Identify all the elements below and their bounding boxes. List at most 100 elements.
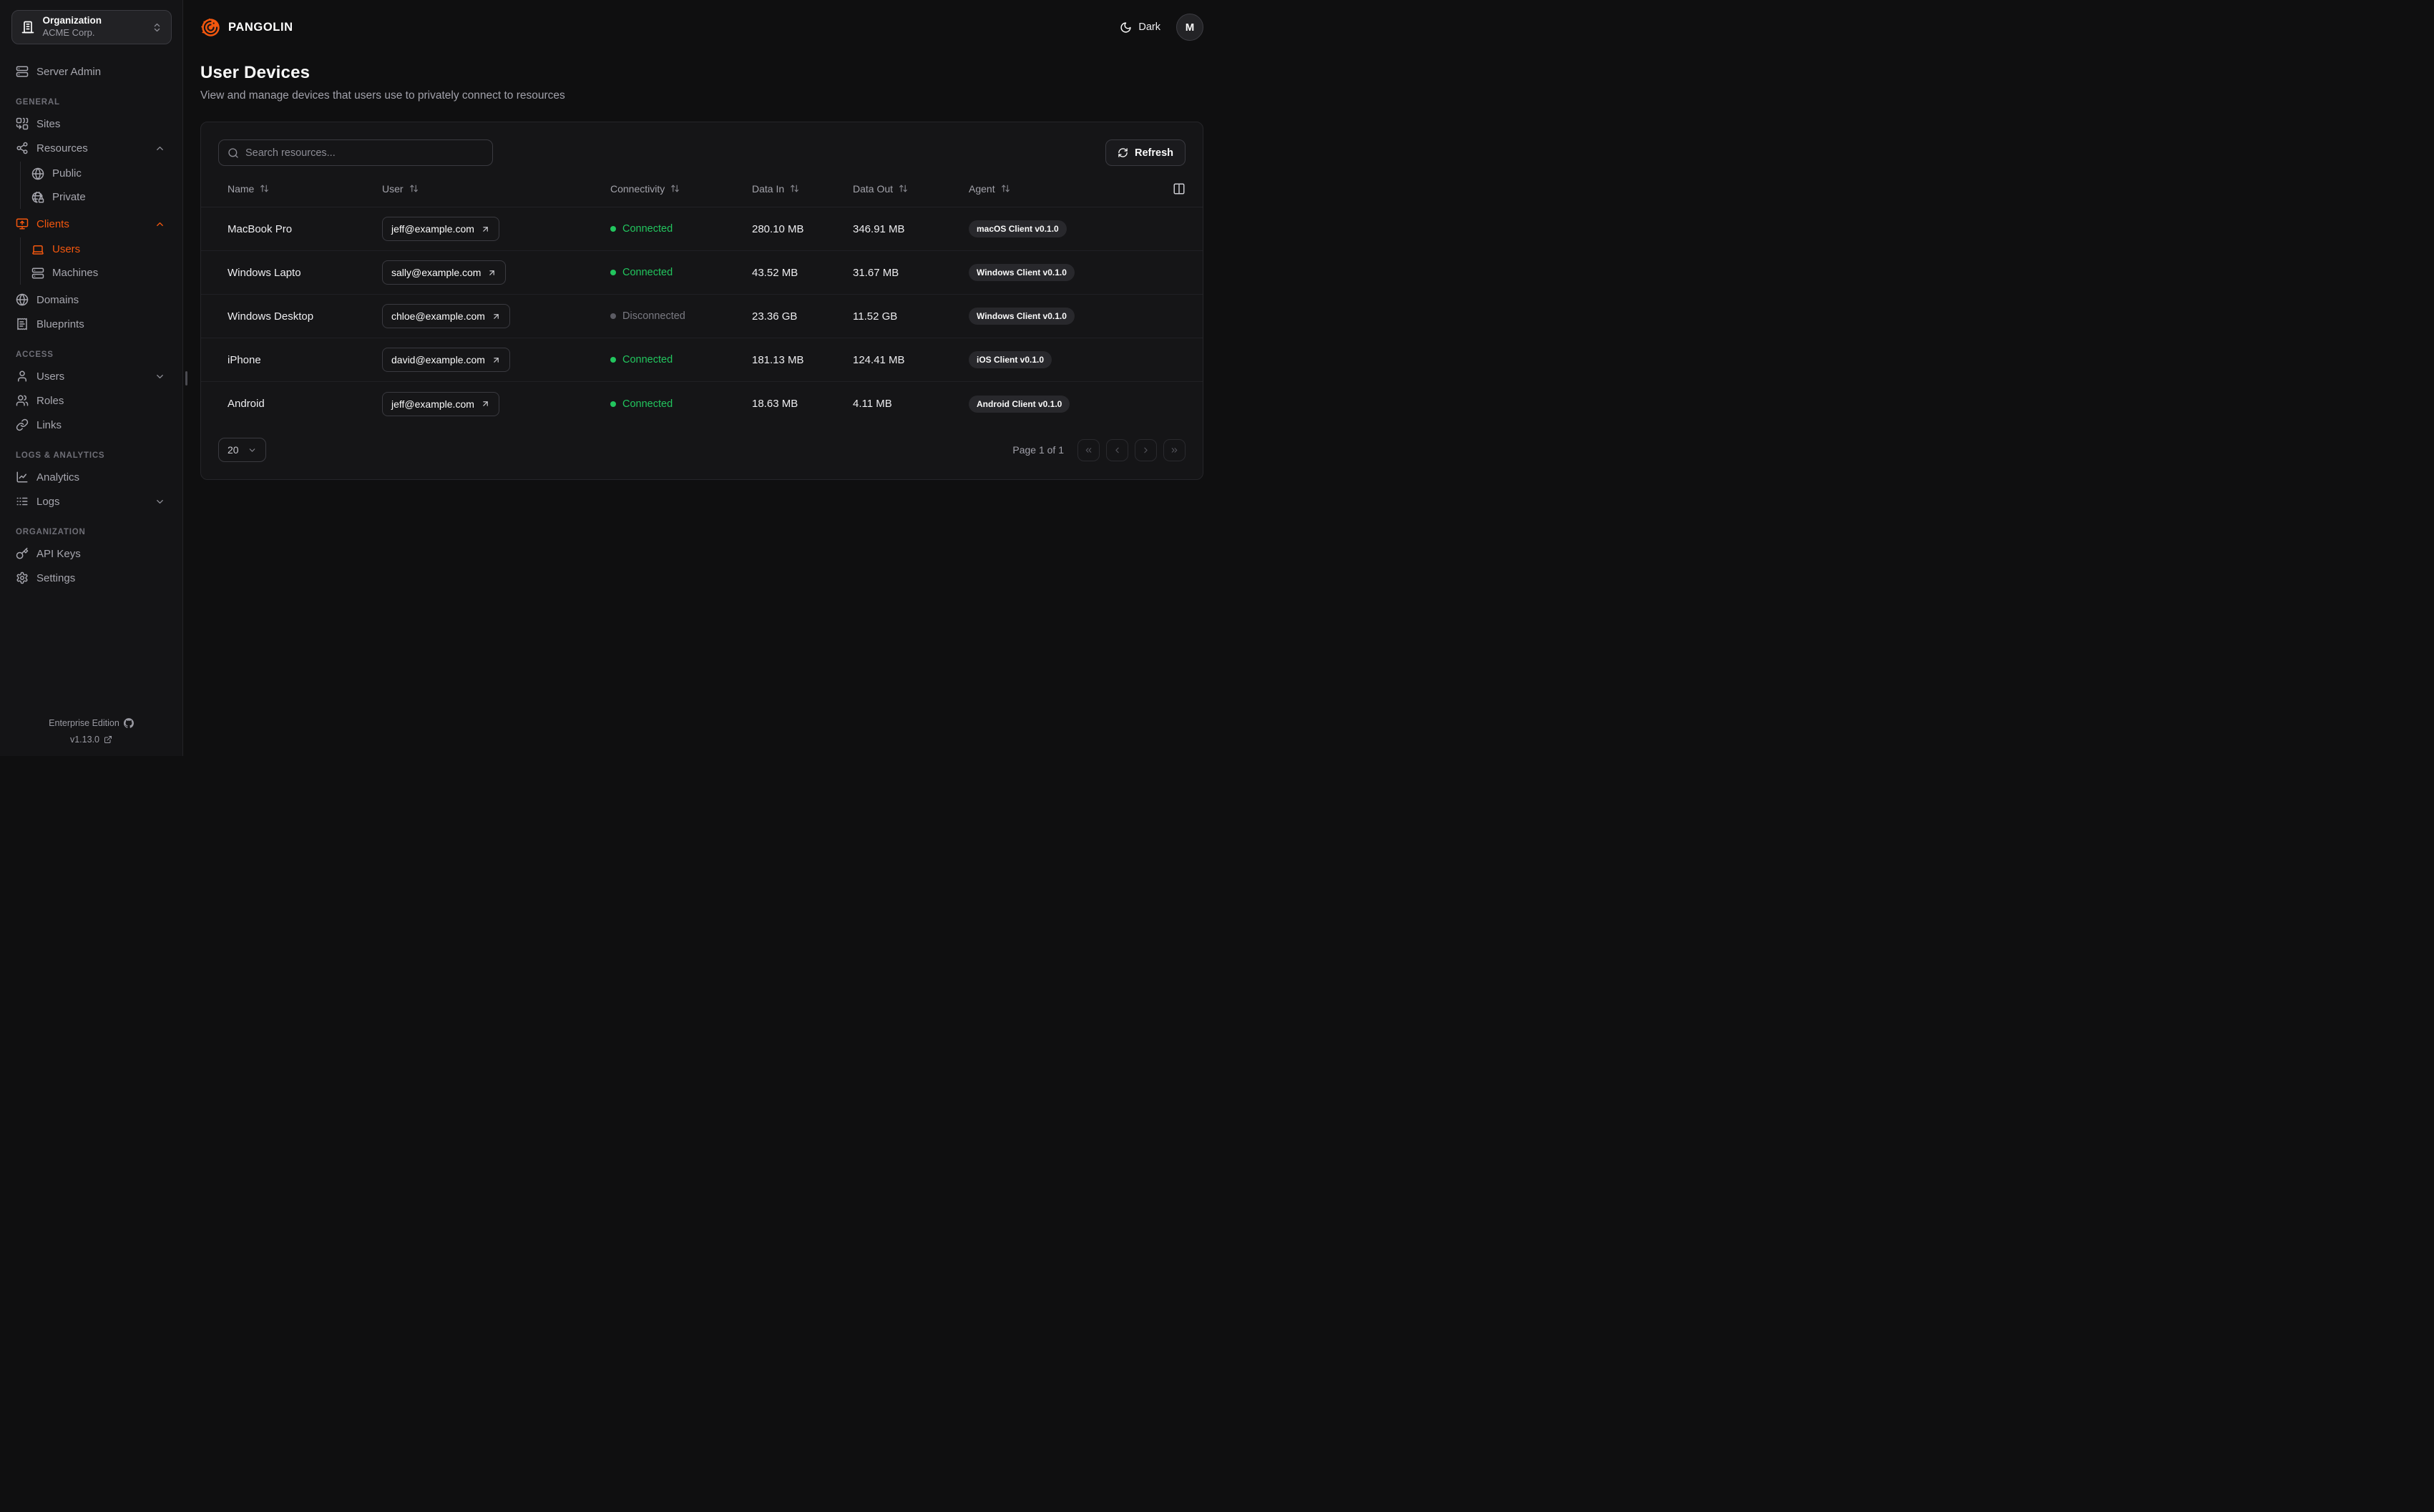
user-link-button[interactable]: sally@example.com [382,260,507,285]
data-out-value: 4.11 MB [853,398,892,410]
users-icon [16,394,29,407]
sidebar: Organization ACME Corp. Server Admin GEN… [0,0,183,756]
pangolin-logo: PANGOLIN [200,17,293,38]
data-in-value: 43.52 MB [752,266,798,279]
table-row: iPhone david@example.com Connected 181.1… [201,338,1203,382]
section-label-general: GENERAL [16,98,60,107]
sidebar-item-logs[interactable]: Logs [0,489,182,514]
link-icon [16,418,29,431]
sidebar-item-sites[interactable]: Sites [0,112,182,136]
last-page-button[interactable] [1163,438,1186,461]
status-dot [610,357,616,363]
chevron-down-icon [248,446,257,455]
sidebar-item-analytics[interactable]: Analytics [0,465,182,489]
laptop-icon [31,243,44,256]
agent-badge: Android Client v0.1.0 [969,395,1070,413]
sort-icon [260,184,269,193]
sort-icon [899,184,908,193]
page-info: Page 1 of 1 [1012,444,1064,456]
sidebar-item-api-keys[interactable]: API Keys [0,541,182,566]
data-out-value: 346.91 MB [853,222,905,235]
chevron-down-icon [155,371,165,382]
globe-icon [31,167,44,180]
data-out-value: 11.52 GB [853,310,898,323]
chevron-left-icon [1113,446,1122,455]
chevron-up-icon [155,143,165,154]
column-header-agent[interactable]: Agent [969,183,1010,195]
column-header-data-in[interactable]: Data In [752,183,799,195]
column-header-name[interactable]: Name [228,183,269,195]
data-in-value: 23.36 GB [752,310,798,323]
user-link-button[interactable]: david@example.com [382,348,510,372]
section-label-organization: ORGANIZATION [16,528,86,536]
user-link-button[interactable]: chloe@example.com [382,304,510,328]
sidebar-item-roles[interactable]: Roles [0,388,182,413]
sidebar-item-machines[interactable]: Machines [30,261,182,285]
sidebar-scrollbar-thumb[interactable] [185,371,187,386]
table-row: Windows Desktop chloe@example.com Discon… [201,295,1203,338]
page-subtitle: View and manage devices that users use t… [200,89,565,102]
column-header-user[interactable]: User [382,183,419,195]
search-input[interactable] [245,147,484,159]
org-selector-label: Organization [42,15,102,26]
device-name: Android [228,398,265,410]
sort-icon [670,184,680,193]
sidebar-item-client-users[interactable]: Users [30,237,182,261]
user-link-button[interactable]: jeff@example.com [382,217,499,241]
sidebar-item-settings[interactable]: Settings [0,566,182,590]
org-selector-value: ACME Corp. [42,27,95,39]
connectivity-status: Connected [610,354,752,365]
column-visibility-button[interactable] [1173,182,1186,195]
arrow-up-right-icon [492,312,501,321]
connectivity-status: Disconnected [610,310,752,322]
data-out-value: 31.67 MB [853,266,899,279]
theme-toggle[interactable]: Dark [1120,21,1160,34]
sidebar-item-clients[interactable]: Clients [0,212,182,236]
github-icon[interactable] [123,718,134,729]
arrow-up-right-icon [481,399,490,408]
sidebar-item-server-admin[interactable]: Server Admin [0,59,182,84]
chevrons-left-icon [1084,446,1093,455]
external-link-icon[interactable] [104,735,112,744]
sidebar-item-resources[interactable]: Resources [0,136,182,160]
page-size-select[interactable]: 20 [218,438,266,462]
monitor-up-icon [16,217,29,230]
sidebar-item-links[interactable]: Links [0,413,182,437]
sidebar-item-private[interactable]: Private [30,185,182,209]
sidebar-item-users[interactable]: Users [0,364,182,388]
section-label-logs-analytics: LOGS & ANALYTICS [16,451,105,460]
sidebar-item-public[interactable]: Public [30,162,182,185]
device-name: iPhone [228,353,261,366]
org-selector[interactable]: Organization ACME Corp. [11,10,172,44]
arrow-up-right-icon [487,268,497,278]
column-header-connectivity[interactable]: Connectivity [610,183,680,195]
server-icon [16,65,29,78]
table-row: Android jeff@example.com Connected 18.63… [201,382,1203,426]
status-dot [610,401,616,407]
avatar[interactable]: M [1176,14,1203,41]
table-row: MacBook Pro jeff@example.com Connected 2… [201,207,1203,251]
next-page-button[interactable] [1135,438,1157,461]
brand-name: PANGOLIN [228,20,293,34]
chevron-up-icon [155,219,165,230]
status-dot [610,226,616,232]
refresh-button[interactable]: Refresh [1105,139,1186,166]
table-header: Name User Connectivity Data In Data Out [201,170,1203,207]
section-label-access: ACCESS [16,350,54,359]
status-dot [610,313,616,319]
sidebar-item-blueprints[interactable]: Blueprints [0,312,182,336]
column-header-data-out[interactable]: Data Out [853,183,908,195]
user-link-button[interactable]: jeff@example.com [382,391,499,416]
connectivity-status: Connected [610,223,752,235]
chevrons-up-down-icon [152,22,162,33]
connectivity-status: Connected [610,267,752,278]
topbar: PANGOLIN Dark M [200,0,1203,54]
first-page-button[interactable] [1077,438,1100,461]
sort-icon [1001,184,1010,193]
previous-page-button[interactable] [1106,438,1128,461]
refresh-icon [1118,147,1128,158]
sidebar-item-domains[interactable]: Domains [0,288,182,312]
sidebar-footer: Enterprise Edition v1.13.0 [0,715,182,747]
share-nodes-icon [16,142,29,154]
moon-icon [1120,21,1132,34]
